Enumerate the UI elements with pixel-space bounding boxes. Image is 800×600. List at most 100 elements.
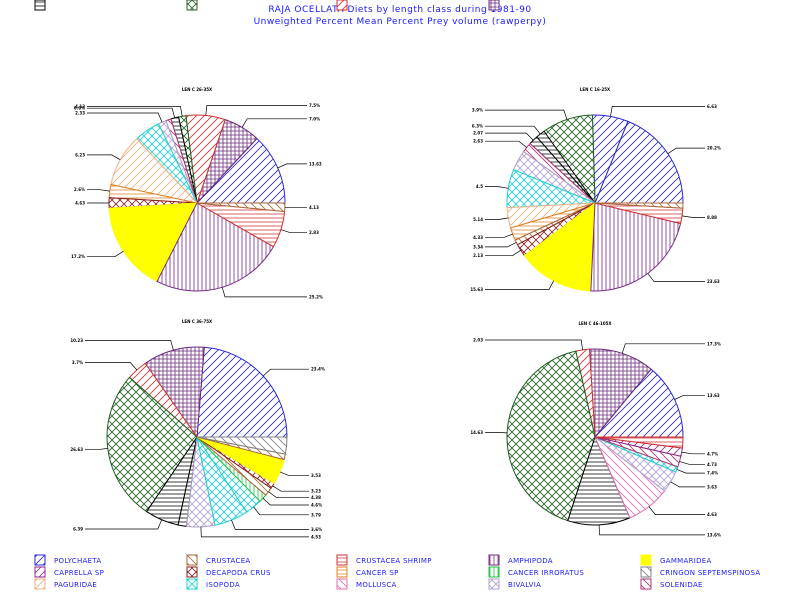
pie-slice-polychaeta: [195, 137, 286, 204]
slice-label: 4.63: [707, 512, 717, 517]
slice-label: 3.79: [311, 512, 321, 517]
legend-item-remains: ANIMAL REMAINS: [336, 0, 421, 11]
leader-line: [253, 506, 309, 516]
legend-label: FISH: [54, 0, 71, 2]
legend-label: SOLENIDAE: [660, 581, 703, 589]
leader-line: [87, 107, 176, 118]
leader-line: [485, 339, 583, 350]
legend-swatch: [34, 578, 46, 590]
pie-4: LEN C 46-105X 13.63 17.3% 2.03 14.63 13.6% 4.6…: [470, 321, 721, 537]
legend: POLYCHAETA CRUSTACEA CRUSTACEA SHRIMP AMPHI…: [34, 0, 760, 590]
legend-label: CRUSTACEA SHRIMP: [356, 557, 432, 565]
slice-label: 2.13: [473, 253, 483, 258]
slice-label: 5.14: [473, 217, 483, 222]
slice-label: 4.6%: [311, 503, 322, 508]
pie-slice-ammodytes: [506, 350, 596, 522]
leader-line: [674, 394, 705, 400]
legend-item-polychaeta: POLYCHAETA: [34, 554, 101, 566]
leader-line: [485, 250, 521, 257]
leader-line: [681, 451, 705, 455]
slice-label: 3.34: [473, 244, 483, 249]
legend-label: POLYCHAETA: [54, 557, 101, 565]
legend-item-fish: FISH: [34, 0, 71, 11]
leader-line: [85, 340, 174, 351]
leader-line: [279, 471, 309, 477]
slice-label: 4.13: [75, 104, 85, 109]
chart-title: RAJA OCELLATA Diets by length class duri…: [268, 5, 532, 15]
leader-line: [485, 242, 517, 248]
pie-title: LEN C 46-105X: [578, 321, 611, 326]
leader-line: [277, 163, 307, 169]
leader-line: [280, 229, 307, 234]
legend-swatch: [336, 554, 348, 566]
slice-label: 17.2%: [71, 254, 85, 259]
slice-label: 4.38: [311, 495, 321, 500]
legend-item-paguridae: PAGURIDAE: [34, 578, 97, 590]
slice-label: 6.23: [75, 152, 85, 157]
legend-label: AMMODYTES SP: [206, 0, 265, 2]
leader-line: [205, 105, 307, 116]
slice-label: 23.63: [707, 279, 720, 284]
leader-line: [676, 469, 705, 474]
legend-label: ANIMAL REMAINS: [356, 0, 421, 2]
slice-label: 13.6%: [707, 532, 721, 537]
leader-line: [485, 125, 541, 135]
slice-label: 6.6%: [74, 106, 85, 111]
pie-title: LEN C 26-35X: [182, 87, 212, 92]
legend-label: BIVALVIA: [508, 581, 541, 589]
legend-label: DECAPODA CRUS: [206, 569, 271, 577]
slice-label: 15.63: [470, 287, 483, 292]
slice-label: 7.0%: [309, 116, 320, 121]
slice-label: 3.63: [707, 484, 717, 489]
pie-slice-polychaeta: [196, 346, 288, 438]
legend-label: CRINGON SEPTEMSPINOSA: [660, 569, 760, 577]
leader-line: [681, 215, 705, 218]
leader-line: [485, 109, 568, 120]
legend-item-decapoda: DECAPODA CRUS: [186, 566, 271, 578]
pie-2: LEN C 16-25X 20.2% 6.63 3.9% 6.3% 2.07 2.63 4.5…: [470, 87, 721, 292]
slice-label: 14.63: [470, 430, 483, 435]
slice-label: 2.63: [473, 139, 483, 144]
legend-label: AMPHIPODA: [508, 557, 553, 565]
legend-item-caprella: CAPRELLA SP: [34, 566, 104, 578]
legend-swatch: [336, 578, 348, 590]
slice-label: 13.63: [309, 161, 322, 166]
pie-slice-crustacea: [196, 202, 286, 213]
legend-swatch: [186, 566, 198, 578]
leader-line: [670, 481, 705, 488]
slice-label: 25.2%: [309, 294, 323, 299]
legend-item-ammodytes: AMMODYTES SP: [186, 0, 265, 11]
slice-label: 4.33: [473, 235, 483, 240]
leader-line: [85, 362, 138, 371]
leader-line: [485, 432, 508, 434]
legend-label: CANCER IRRORATUS: [508, 569, 584, 577]
leader-line: [485, 186, 509, 189]
slice-label: 4.63: [75, 201, 85, 206]
leader-line: [485, 233, 513, 239]
leader-line: [231, 519, 309, 530]
legend-swatch: [34, 0, 46, 11]
leader-line: [621, 343, 705, 354]
slice-label: 23.4%: [311, 367, 325, 372]
pie-slice-shrimp: [594, 436, 684, 449]
legend-label: CANCER SP: [356, 569, 399, 577]
pie-slice-crangon: [196, 436, 288, 455]
leader-line: [221, 287, 307, 298]
slice-label: 3.23: [311, 489, 321, 494]
leader-line: [679, 461, 705, 465]
leader-line: [87, 250, 124, 258]
leader-line: [610, 106, 705, 117]
legend-item-mollusca: MOLLUSCA: [336, 578, 396, 590]
legend-label: CRUSTACEA: [206, 557, 251, 565]
legend-item-bivalvia: BIVALVIA: [488, 578, 541, 590]
slice-label: 26.63: [70, 447, 83, 452]
legend-label: GAMMARIDEA: [660, 557, 712, 565]
legend-item-shrimp: CRUSTACEA SHRIMP: [336, 554, 432, 566]
slice-label: 6.3%: [472, 124, 483, 129]
legend-item-isopoda: ISOPODA: [186, 578, 240, 590]
legend-swatch: [34, 554, 46, 566]
legend-item-other: ALL OTHER PREY: [488, 0, 571, 11]
pie-slice-polychaeta: [594, 120, 684, 204]
legend-item-solenidae: SOLENIDAE: [640, 578, 703, 590]
